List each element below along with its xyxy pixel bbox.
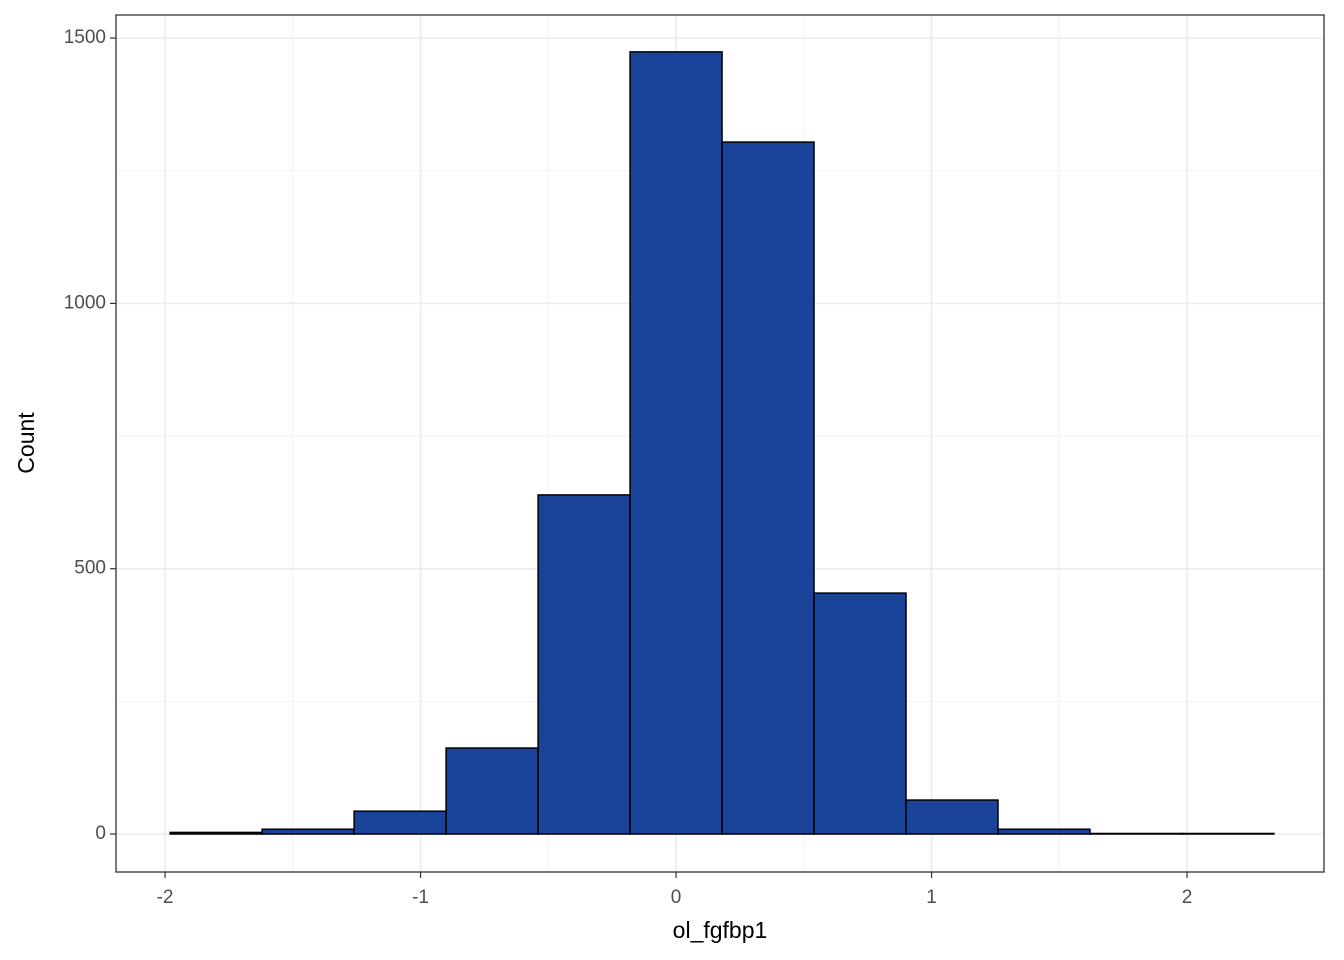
x-tick-label: -1: [412, 887, 429, 908]
bar: [813, 592, 907, 835]
bar: [997, 828, 1091, 835]
bar: [353, 810, 447, 835]
bar: [261, 828, 355, 835]
bar: [1089, 832, 1183, 835]
panel-border: [115, 14, 1325, 873]
x-axis-title: ol_fgfbp1: [673, 917, 768, 943]
x-tick-label: -2: [157, 887, 174, 908]
bar: [721, 141, 815, 835]
y-tick-label: 1500: [64, 27, 106, 48]
y-tick-label: 500: [74, 558, 106, 579]
bar: [1181, 832, 1275, 835]
x-tick-label: 0: [671, 887, 682, 908]
bar: [905, 799, 999, 835]
x-tick-label: 1: [926, 887, 937, 908]
bar: [537, 494, 631, 835]
x-tick-label: 2: [1182, 887, 1193, 908]
y-axis-title: Count: [13, 412, 39, 474]
y-tick-label: 0: [95, 823, 106, 844]
y-tick-label: 1000: [64, 292, 106, 313]
bar: [629, 51, 723, 835]
bar: [445, 747, 539, 835]
bar: [169, 831, 263, 835]
